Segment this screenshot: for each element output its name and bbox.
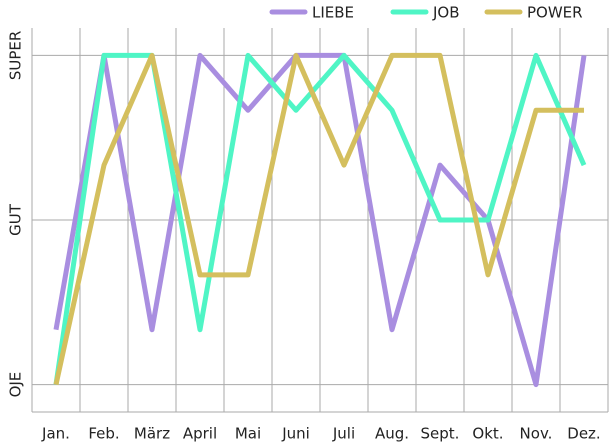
legend-label: POWER — [527, 4, 583, 22]
x-tick-label: Juli — [332, 425, 355, 443]
x-tick-label: Sept. — [421, 425, 460, 443]
y-tick-label: SUPER — [7, 31, 25, 80]
x-tick-label: Dez. — [567, 425, 600, 443]
x-tick-label: Mai — [235, 425, 261, 443]
legend-label: JOB — [432, 4, 460, 22]
x-tick-label: Aug. — [375, 425, 409, 443]
y-tick-label: OJE — [7, 372, 25, 398]
x-tick-label: März — [134, 425, 170, 443]
x-tick-label: Nov. — [520, 425, 553, 443]
y-tick-label: GUT — [7, 203, 25, 236]
x-tick-label: Jan. — [41, 425, 70, 443]
series-line — [53, 52, 584, 386]
x-tick-label: April — [183, 425, 217, 443]
legend-label: LIEBE — [312, 4, 354, 22]
x-tick-label: Feb. — [88, 425, 119, 443]
x-tick-label: Okt. — [472, 425, 503, 443]
x-tick-label: Juni — [281, 425, 310, 443]
series-line — [53, 52, 587, 385]
